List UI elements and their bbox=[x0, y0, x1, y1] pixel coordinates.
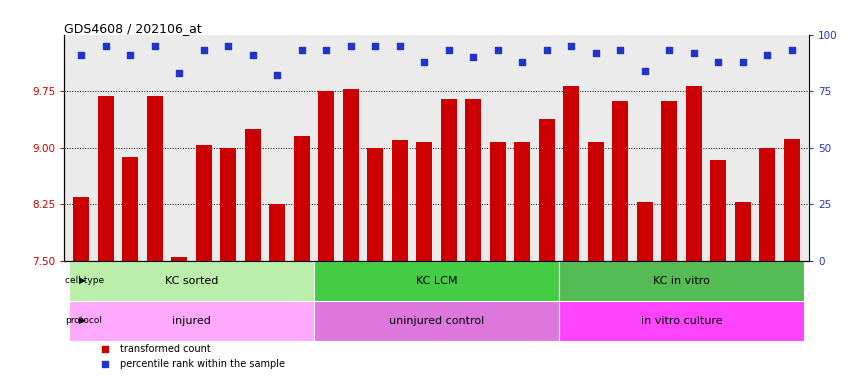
Text: protocol: protocol bbox=[65, 316, 102, 325]
Point bbox=[393, 43, 407, 49]
Bar bbox=[466, 99, 481, 261]
Point bbox=[785, 47, 799, 53]
Point bbox=[319, 47, 333, 53]
Bar bbox=[343, 89, 359, 261]
Text: cell type: cell type bbox=[65, 276, 104, 285]
Text: uninjured control: uninjured control bbox=[389, 316, 484, 326]
Point bbox=[614, 47, 627, 53]
Bar bbox=[171, 257, 187, 261]
Point bbox=[589, 50, 603, 56]
Text: percentile rank within the sample: percentile rank within the sample bbox=[120, 359, 285, 369]
Point bbox=[736, 59, 750, 65]
Point bbox=[222, 43, 235, 49]
Point bbox=[638, 68, 651, 74]
Bar bbox=[270, 204, 285, 261]
Bar bbox=[538, 119, 555, 261]
Point bbox=[148, 43, 162, 49]
Point bbox=[123, 52, 137, 58]
Text: transformed count: transformed count bbox=[120, 344, 211, 354]
Bar bbox=[514, 142, 530, 261]
Point bbox=[295, 47, 309, 53]
Point bbox=[687, 50, 700, 56]
Bar bbox=[588, 142, 603, 261]
Point bbox=[663, 47, 676, 53]
Bar bbox=[220, 147, 236, 261]
Bar bbox=[147, 96, 163, 261]
Bar bbox=[294, 136, 310, 261]
Bar bbox=[490, 142, 506, 261]
Point bbox=[98, 361, 112, 367]
Bar bbox=[612, 101, 628, 261]
Point bbox=[491, 47, 505, 53]
Bar bbox=[662, 101, 677, 261]
Point bbox=[197, 47, 211, 53]
Point bbox=[442, 47, 455, 53]
Text: ▶: ▶ bbox=[80, 316, 86, 325]
Bar bbox=[441, 99, 457, 261]
Text: ▶: ▶ bbox=[80, 276, 86, 285]
Bar bbox=[559, 261, 804, 301]
Point bbox=[368, 43, 382, 49]
Point bbox=[246, 52, 259, 58]
Text: KC in vitro: KC in vitro bbox=[653, 276, 710, 286]
Text: KC LCM: KC LCM bbox=[416, 276, 457, 286]
Point bbox=[173, 70, 187, 76]
Point bbox=[418, 59, 431, 65]
Bar bbox=[98, 96, 114, 261]
Bar bbox=[563, 86, 580, 261]
Point bbox=[270, 72, 284, 78]
Point bbox=[467, 54, 480, 60]
Point bbox=[760, 52, 774, 58]
Text: injured: injured bbox=[172, 316, 211, 326]
Point bbox=[540, 47, 554, 53]
Bar bbox=[559, 301, 804, 341]
Bar bbox=[314, 261, 559, 301]
Bar bbox=[74, 197, 89, 261]
Bar bbox=[314, 301, 559, 341]
Bar bbox=[734, 202, 751, 261]
Bar bbox=[318, 91, 335, 261]
Point bbox=[74, 52, 88, 58]
Bar bbox=[416, 142, 432, 261]
Bar bbox=[637, 202, 653, 261]
Point bbox=[98, 346, 112, 352]
Bar bbox=[784, 139, 800, 261]
Point bbox=[99, 43, 113, 49]
Bar bbox=[710, 161, 726, 261]
Text: KC sorted: KC sorted bbox=[165, 276, 218, 286]
Point bbox=[564, 43, 578, 49]
Bar bbox=[759, 147, 776, 261]
Bar bbox=[367, 147, 383, 261]
Bar bbox=[686, 86, 702, 261]
Point bbox=[344, 43, 358, 49]
Bar bbox=[69, 261, 314, 301]
Text: GDS4608 / 202106_at: GDS4608 / 202106_at bbox=[64, 22, 202, 35]
Point bbox=[711, 59, 725, 65]
Point bbox=[515, 59, 529, 65]
Bar bbox=[69, 301, 314, 341]
Bar bbox=[196, 146, 211, 261]
Bar bbox=[122, 157, 139, 261]
Bar bbox=[245, 129, 261, 261]
Text: in vitro culture: in vitro culture bbox=[641, 316, 722, 326]
Bar bbox=[392, 140, 407, 261]
